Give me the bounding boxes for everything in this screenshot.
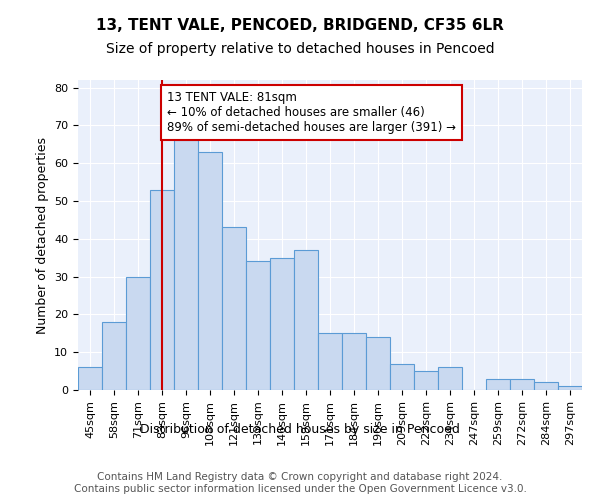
Bar	[198, 152, 222, 390]
Bar	[438, 368, 462, 390]
Bar	[534, 382, 558, 390]
Bar	[342, 334, 366, 390]
Text: Size of property relative to detached houses in Pencoed: Size of property relative to detached ho…	[106, 42, 494, 56]
Text: 13 TENT VALE: 81sqm
← 10% of detached houses are smaller (46)
89% of semi-detach: 13 TENT VALE: 81sqm ← 10% of detached ho…	[167, 92, 456, 134]
Y-axis label: Number of detached properties: Number of detached properties	[35, 136, 49, 334]
Text: Contains HM Land Registry data © Crown copyright and database right 2024.
Contai: Contains HM Land Registry data © Crown c…	[74, 472, 526, 494]
Bar	[390, 364, 414, 390]
Bar	[102, 322, 126, 390]
Text: 13, TENT VALE, PENCOED, BRIDGEND, CF35 6LR: 13, TENT VALE, PENCOED, BRIDGEND, CF35 6…	[96, 18, 504, 32]
Bar	[126, 276, 150, 390]
Bar	[366, 337, 390, 390]
Bar	[246, 262, 270, 390]
Bar	[558, 386, 582, 390]
Bar	[222, 228, 246, 390]
Bar	[270, 258, 294, 390]
Text: Distribution of detached houses by size in Pencoed: Distribution of detached houses by size …	[140, 422, 460, 436]
Bar	[510, 378, 534, 390]
Bar	[78, 368, 102, 390]
Bar	[150, 190, 174, 390]
Bar	[294, 250, 318, 390]
Bar	[174, 140, 198, 390]
Bar	[414, 371, 438, 390]
Bar	[318, 334, 342, 390]
Bar	[486, 378, 510, 390]
